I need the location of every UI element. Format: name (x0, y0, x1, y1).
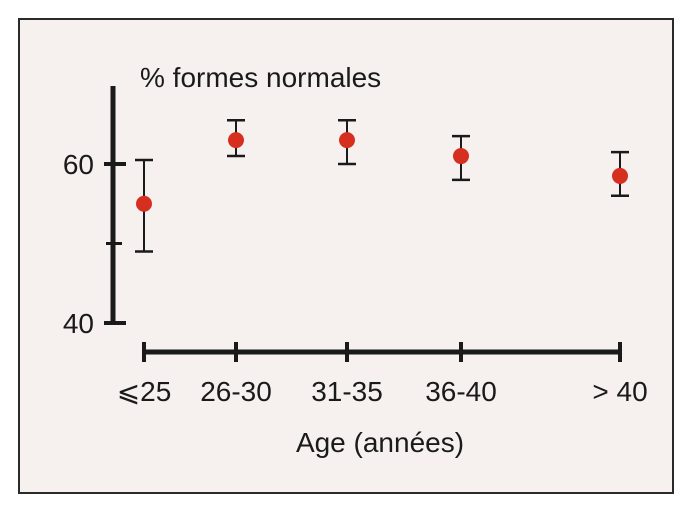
y-axis-label: % formes normales (140, 62, 381, 93)
data-point (612, 167, 628, 184)
x-tick-label: 31-35 (311, 376, 383, 407)
data-point-group (338, 119, 356, 166)
x-tick-label: ⩽25 (117, 376, 172, 407)
x-tick-label: 26-30 (200, 376, 272, 407)
x-axis-label: Age (années) (296, 427, 464, 458)
y-tick-label: 40 (63, 308, 94, 339)
chart-frame (18, 18, 674, 494)
x-tick-label: 36-40 (425, 376, 497, 407)
y-tick-label: 60 (63, 149, 94, 180)
data-point (453, 148, 469, 165)
data-point-group (135, 158, 153, 253)
data-point (228, 132, 244, 149)
data-point (136, 195, 152, 212)
x-tick-label: > 40 (592, 376, 647, 407)
data-point-group (227, 119, 245, 158)
data-point (339, 132, 355, 149)
data-point-group (611, 150, 629, 198)
data-point-group (452, 134, 470, 182)
